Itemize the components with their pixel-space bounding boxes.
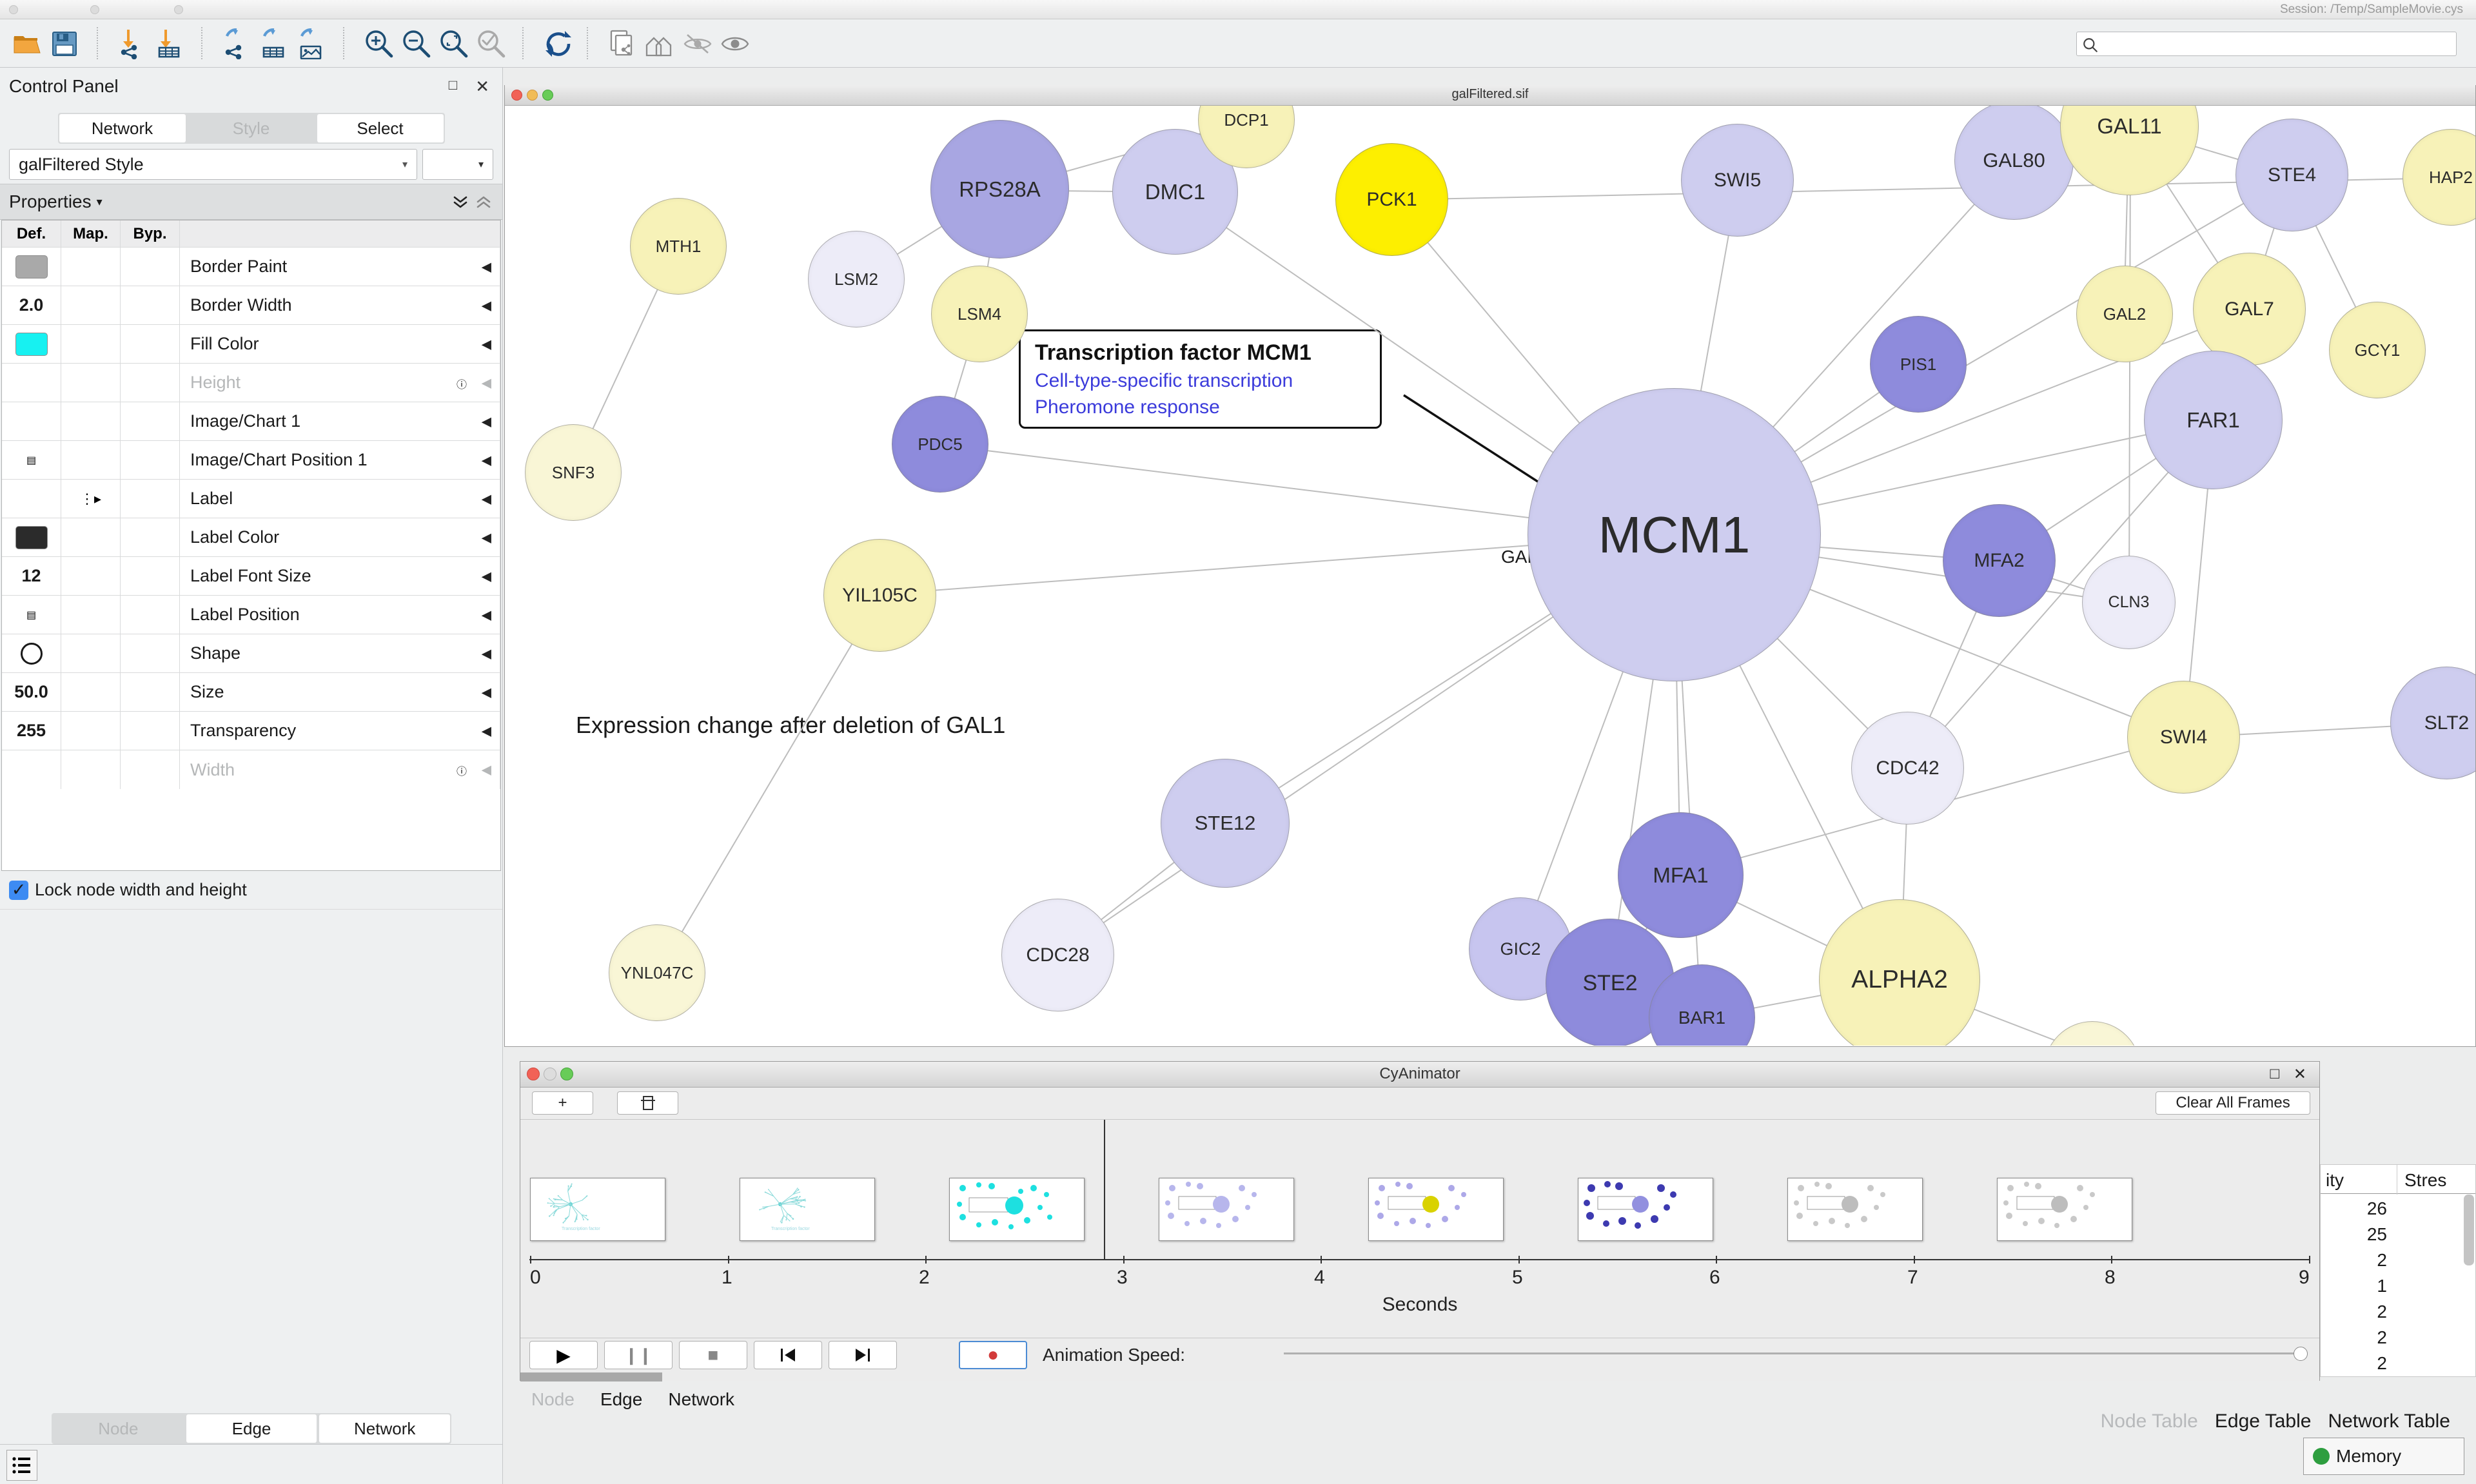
svg-text:Transcription factor: Transcription factor (562, 1227, 600, 1231)
svg-text:Transcription factor: Transcription factor (771, 1227, 810, 1231)
